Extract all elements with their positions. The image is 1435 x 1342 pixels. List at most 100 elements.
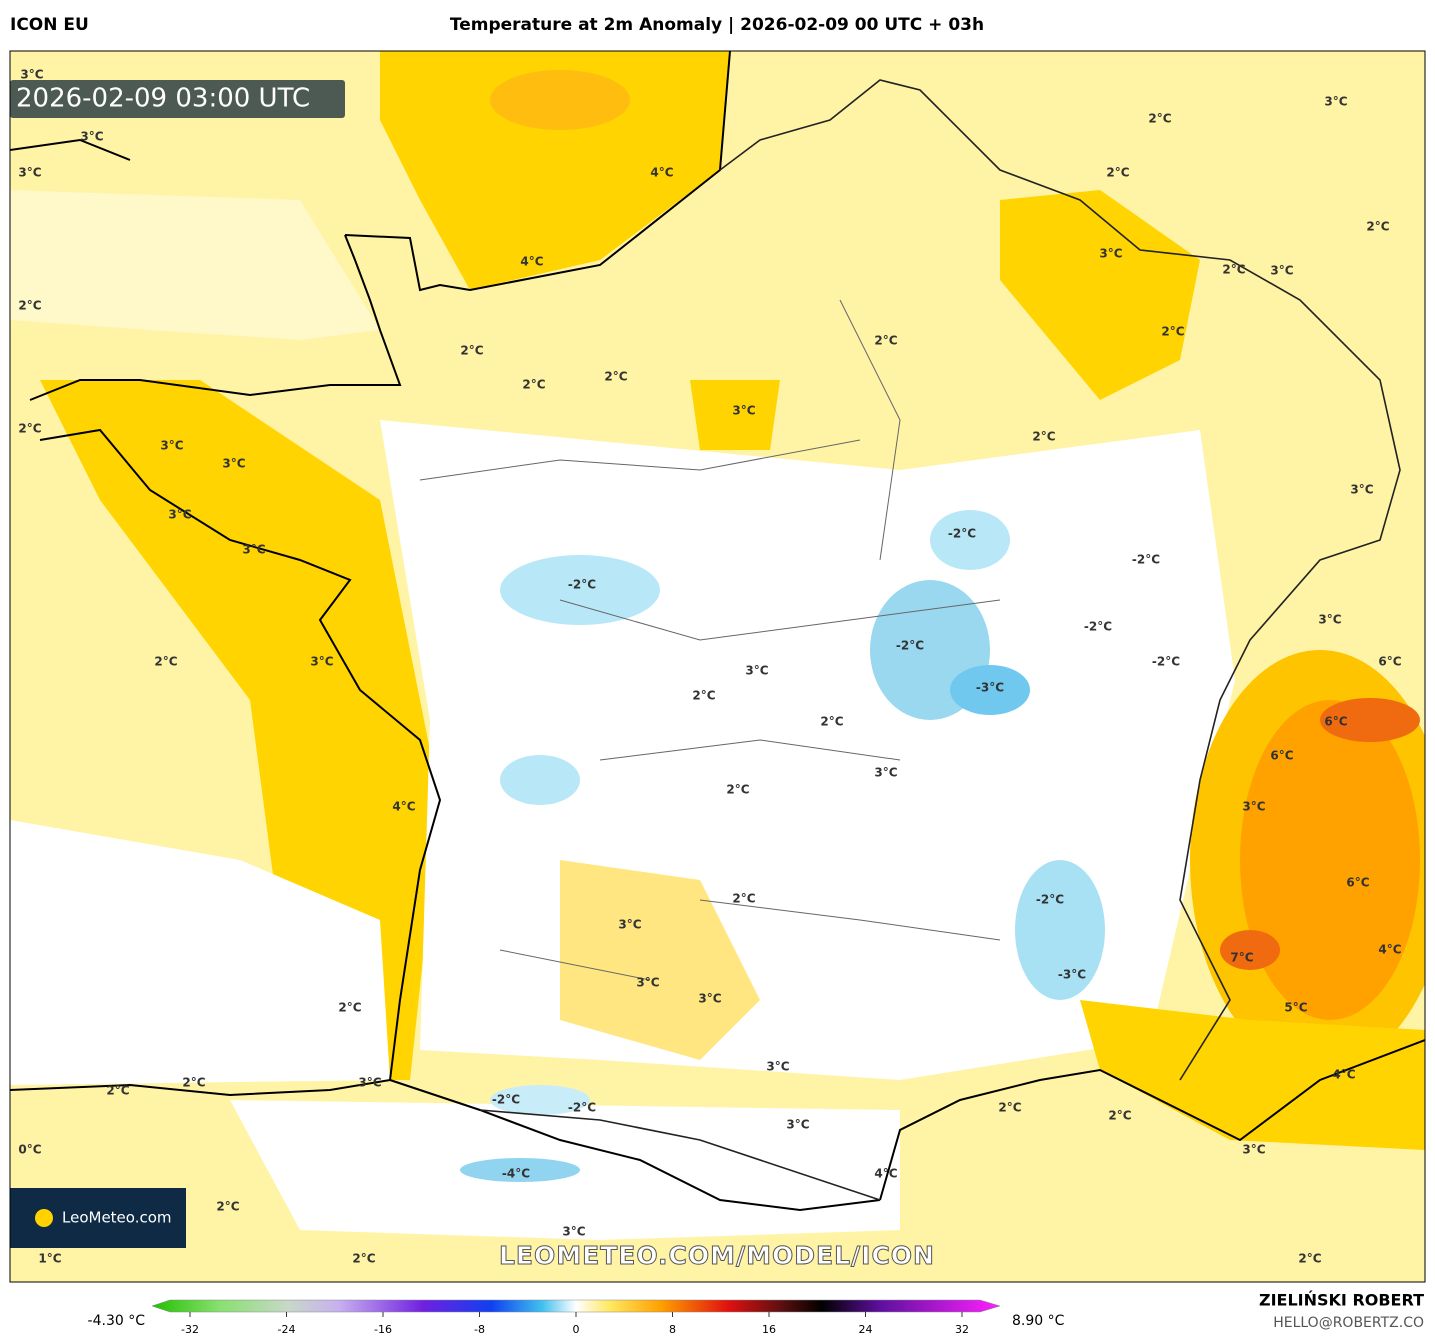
contour-label: 3°C [698,992,721,1006]
contour-label: 2°C [1106,166,1129,180]
contour-label: 4°C [520,255,543,269]
region-border [419,299,1001,981]
contour-label: 2°C [732,892,755,906]
contour-label: 3°C [1324,95,1347,109]
watermark: LEOMETEO.COM/MODEL/ICON [499,1241,935,1270]
anomaly-area [1220,930,1280,970]
contour-label: 2°C [692,689,715,703]
contour-label: -2°C [1084,620,1112,634]
contour-label: -2°C [896,639,924,653]
contour-label: -3°C [976,681,1004,695]
contour-label: 3°C [1099,247,1122,261]
contour-label: 3°C [732,404,755,418]
contour-label: 3°C [745,664,768,678]
contour-label: 2°C [998,1101,1021,1115]
colorbar-tick-label: -32 [181,1323,199,1336]
colorbar-tick-label: -24 [278,1323,296,1336]
contour-label: 7°C [1230,951,1253,965]
contour-label: 2°C [18,422,41,436]
anomaly-area [10,190,380,340]
contour-label: -2°C [568,1101,596,1115]
author: ZIELIŃSKI ROBERT [1259,1291,1424,1310]
contour-label: -2°C [1036,893,1064,907]
colorbar-tick-label: -8 [474,1323,485,1336]
anomaly-area [1080,1000,1425,1150]
colorbar-tick-label: -16 [374,1323,392,1336]
contour-label: 0°C [18,1143,41,1157]
contour-label: -2°C [948,527,976,541]
contour-label: 3°C [310,655,333,669]
contour-label: 6°C [1324,715,1347,729]
contour-label: 4°C [650,166,673,180]
contour-label: 1°C [38,1252,61,1266]
contour-label: 6°C [1346,876,1369,890]
contour-label: 3°C [1350,483,1373,497]
contour-label: -4°C [502,1167,530,1181]
contour-label: 2°C [352,1252,375,1266]
email: HELLO@ROBERTZ.CO [1273,1315,1424,1331]
contour-label: 2°C [460,344,483,358]
anomaly-area [1320,698,1420,742]
contour-label: 2°C [874,334,897,348]
logo-text: LeoMeteo.com [62,1209,172,1227]
contour-label: 2°C [18,299,41,313]
contour-label: -2°C [492,1093,520,1107]
contour-label: 3°C [222,457,245,471]
contour-label: 6°C [1270,749,1293,763]
contour-label: -2°C [568,578,596,592]
colorbar-tick-label: 24 [859,1323,873,1336]
anomaly-area [380,420,1235,1080]
anomaly-area [500,755,580,805]
contour-label: 3°C [358,1076,381,1090]
model-name: ICON EU [10,15,89,35]
map: 3°C 3°C 3°C 4°C 4°C 2°C 2°C 2°C 2°C 2°C 3°C 2°C 2°C 3… [10,51,1425,1282]
contour-label: 2°C [1161,325,1184,339]
anomaly-area [560,860,760,1060]
colorbar-tick-label: 0 [573,1323,580,1336]
contour-label: 2°C [1148,112,1171,126]
logo-sun [35,1209,53,1227]
anomaly-area [490,1085,590,1115]
anomaly-area [460,1158,580,1182]
timestamp-box [10,80,345,118]
map-frame [9,50,1426,1283]
timestamp: 2026-02-09 03:00 UTC [16,84,310,114]
contour-label: 3°C [786,1118,809,1132]
contour-label: 3°C [168,508,191,522]
contour-label: 2°C [338,1001,361,1015]
contour-label: 2°C [1298,1252,1321,1266]
anomaly-area [1000,190,1200,400]
anomaly-area [690,380,780,450]
anomaly-area [10,820,390,1085]
colorbar-min: -4.30 °C [88,1313,146,1329]
contour-label: 3°C [80,130,103,144]
contour-label: 2°C [106,1084,129,1098]
contour-label: -3°C [1058,968,1086,982]
border [479,79,1401,1201]
contour-label: 2°C [1222,263,1245,277]
contour-label: 2°C [216,1200,239,1214]
contour-label: 2°C [1366,220,1389,234]
colorbar-tick-label: 32 [955,1323,969,1336]
contour-label: 3°C [618,918,641,932]
anomaly-area [500,555,660,625]
contour-label: 3°C [160,439,183,453]
anomaly-area [950,665,1030,715]
anomaly-area [1015,860,1105,1000]
contour-label: 3°C [1242,800,1265,814]
contour-label: -2°C [1132,553,1160,567]
contour-labels: 3°C 3°C 3°C 4°C 4°C 2°C 2°C 2°C 2°C 2°C 3°C 2°C 2°C 3… [18,68,1401,1266]
anomaly-area [490,70,630,130]
anomaly-area [380,51,730,290]
contour-label: -2°C [1152,655,1180,669]
contour-label: 6°C [1378,655,1401,669]
contour-label: 3°C [1242,1143,1265,1157]
contour-label: 3°C [636,976,659,990]
contour-label: 3°C [1318,613,1341,627]
contour-label: 2°C [726,783,749,797]
contour-label: 2°C [154,655,177,669]
map-title: Temperature at 2m Anomaly | 2026-02-09 0… [450,15,984,35]
contour-label: 5°C [1284,1001,1307,1015]
coastline [10,51,1425,1212]
